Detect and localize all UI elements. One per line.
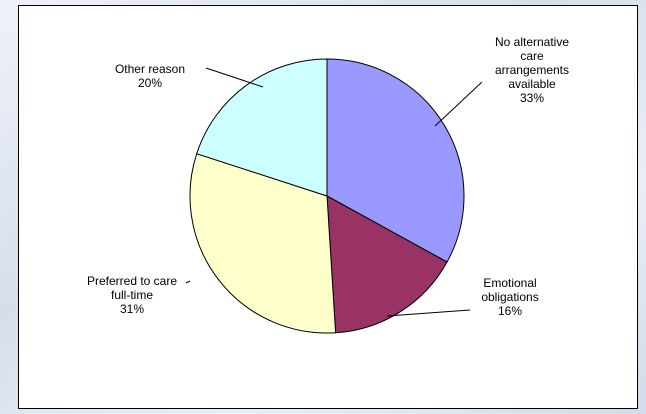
leader-line-3 [185,280,191,284]
pie-slice-3 [189,153,337,334]
slice-label-2: Emotional obligations 16% [481,276,538,318]
pie-slice-2 [326,195,448,334]
leader-line-4 [205,67,264,88]
pie-slice-1 [326,58,465,263]
slice-label-4: Other reason 20% [115,62,185,90]
leader-line-1 [434,81,483,127]
slice-label-3: Preferred to care full-time 31% [87,274,177,316]
pie-slice-4 [196,58,328,197]
leader-line-2 [386,309,471,317]
slice-label-1: No alternative care arrangements available 3… [495,35,569,105]
